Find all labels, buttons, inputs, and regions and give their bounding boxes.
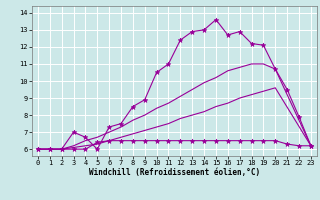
X-axis label: Windchill (Refroidissement éolien,°C): Windchill (Refroidissement éolien,°C) [89, 168, 260, 177]
